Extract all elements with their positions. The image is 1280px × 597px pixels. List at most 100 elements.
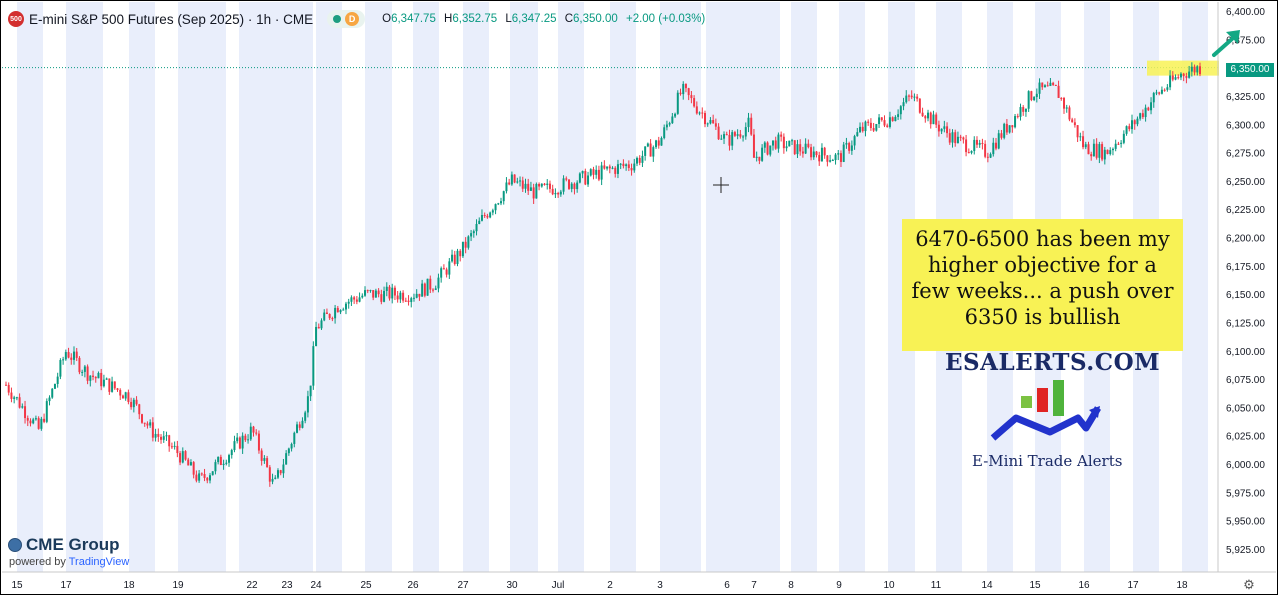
candle [1046, 81, 1049, 87]
candle [1182, 72, 1185, 82]
candle [965, 134, 968, 157]
candle [127, 389, 130, 405]
candle [113, 381, 116, 390]
price-tick-label: 6,150.00 [1226, 290, 1265, 301]
candle [959, 134, 962, 142]
candle [600, 161, 603, 186]
candle [660, 136, 663, 146]
symbol-title[interactable]: E-mini S&P 500 Futures (Sep 2025) · 1h ·… [29, 11, 314, 27]
candle [5, 381, 7, 386]
candle [625, 163, 628, 171]
candle [1136, 116, 1139, 127]
candle [984, 140, 987, 159]
candle [1133, 119, 1136, 130]
candle [739, 129, 742, 139]
candle [842, 141, 845, 163]
candle [1038, 78, 1041, 99]
session-band [415, 2, 437, 572]
candle [584, 168, 587, 186]
candle [834, 153, 837, 165]
candle [989, 152, 992, 159]
data-delay-badge: D [345, 12, 360, 26]
session-band [841, 2, 863, 572]
candle [266, 455, 269, 468]
candle [48, 395, 51, 406]
candle [456, 248, 459, 267]
candle [51, 388, 54, 399]
candle [1079, 132, 1082, 142]
candle [257, 430, 260, 454]
candle [782, 133, 785, 154]
candle [510, 171, 513, 186]
annotation-line: few weeks... a push over [911, 279, 1174, 303]
candle [551, 184, 554, 196]
brand-logo-icon [990, 380, 1102, 441]
candle [13, 395, 16, 404]
candle [241, 432, 244, 454]
candle [878, 114, 881, 129]
tradingview-link[interactable]: TradingView [68, 556, 130, 568]
candle [573, 182, 576, 195]
annotation-line: 6350 is bullish [964, 305, 1121, 329]
candle [244, 433, 247, 442]
candle [151, 417, 154, 442]
candle [132, 397, 135, 413]
candle [203, 468, 206, 482]
candle [70, 353, 73, 365]
candle [461, 241, 464, 258]
candle [1092, 139, 1095, 157]
candle [1060, 97, 1063, 101]
candle [116, 387, 119, 392]
candle [211, 471, 214, 476]
candle [21, 403, 24, 409]
candle [543, 182, 546, 186]
candle [1087, 141, 1090, 155]
candle [1152, 91, 1155, 108]
annotation-box: 6470-6500 has been my higher objective f… [902, 219, 1183, 351]
candle [812, 146, 815, 160]
candle [967, 148, 970, 154]
candle [486, 213, 489, 219]
candle [320, 318, 323, 330]
candle [317, 323, 320, 329]
candle [143, 422, 146, 427]
symbol-badge[interactable]: 500 [8, 11, 24, 27]
brand-name: ESALERTS.COM [945, 349, 1161, 376]
candle [491, 208, 494, 216]
candle [616, 159, 619, 179]
time-tick-label: 24 [310, 580, 322, 591]
candle [861, 122, 864, 133]
candle [641, 150, 644, 168]
candle [7, 382, 10, 396]
powered-by[interactable]: powered by TradingView [9, 556, 129, 568]
candle [562, 175, 565, 195]
candle [230, 448, 233, 459]
candle [72, 346, 75, 365]
candle [872, 122, 875, 132]
gear-icon[interactable]: ⚙ [1243, 577, 1255, 592]
price-tick-label: 6,250.00 [1226, 177, 1265, 188]
candle [752, 128, 755, 158]
candle [780, 131, 783, 142]
candle [655, 139, 658, 149]
candle [225, 459, 228, 466]
candle [891, 116, 894, 122]
candle [285, 450, 288, 465]
candle [1000, 129, 1003, 140]
candle [785, 141, 788, 152]
candle [1120, 140, 1123, 148]
candle [279, 469, 282, 476]
candle [78, 356, 81, 375]
candle [652, 145, 655, 162]
candle [1171, 71, 1174, 82]
candle [32, 417, 35, 425]
candle [750, 113, 753, 136]
candle [902, 97, 905, 111]
candle [701, 107, 704, 119]
time-tick-label: 8 [788, 580, 794, 591]
status-pill[interactable]: D [327, 10, 366, 28]
price-tick-label: 6,200.00 [1226, 234, 1265, 245]
candle [1150, 97, 1153, 115]
candle [733, 130, 736, 138]
